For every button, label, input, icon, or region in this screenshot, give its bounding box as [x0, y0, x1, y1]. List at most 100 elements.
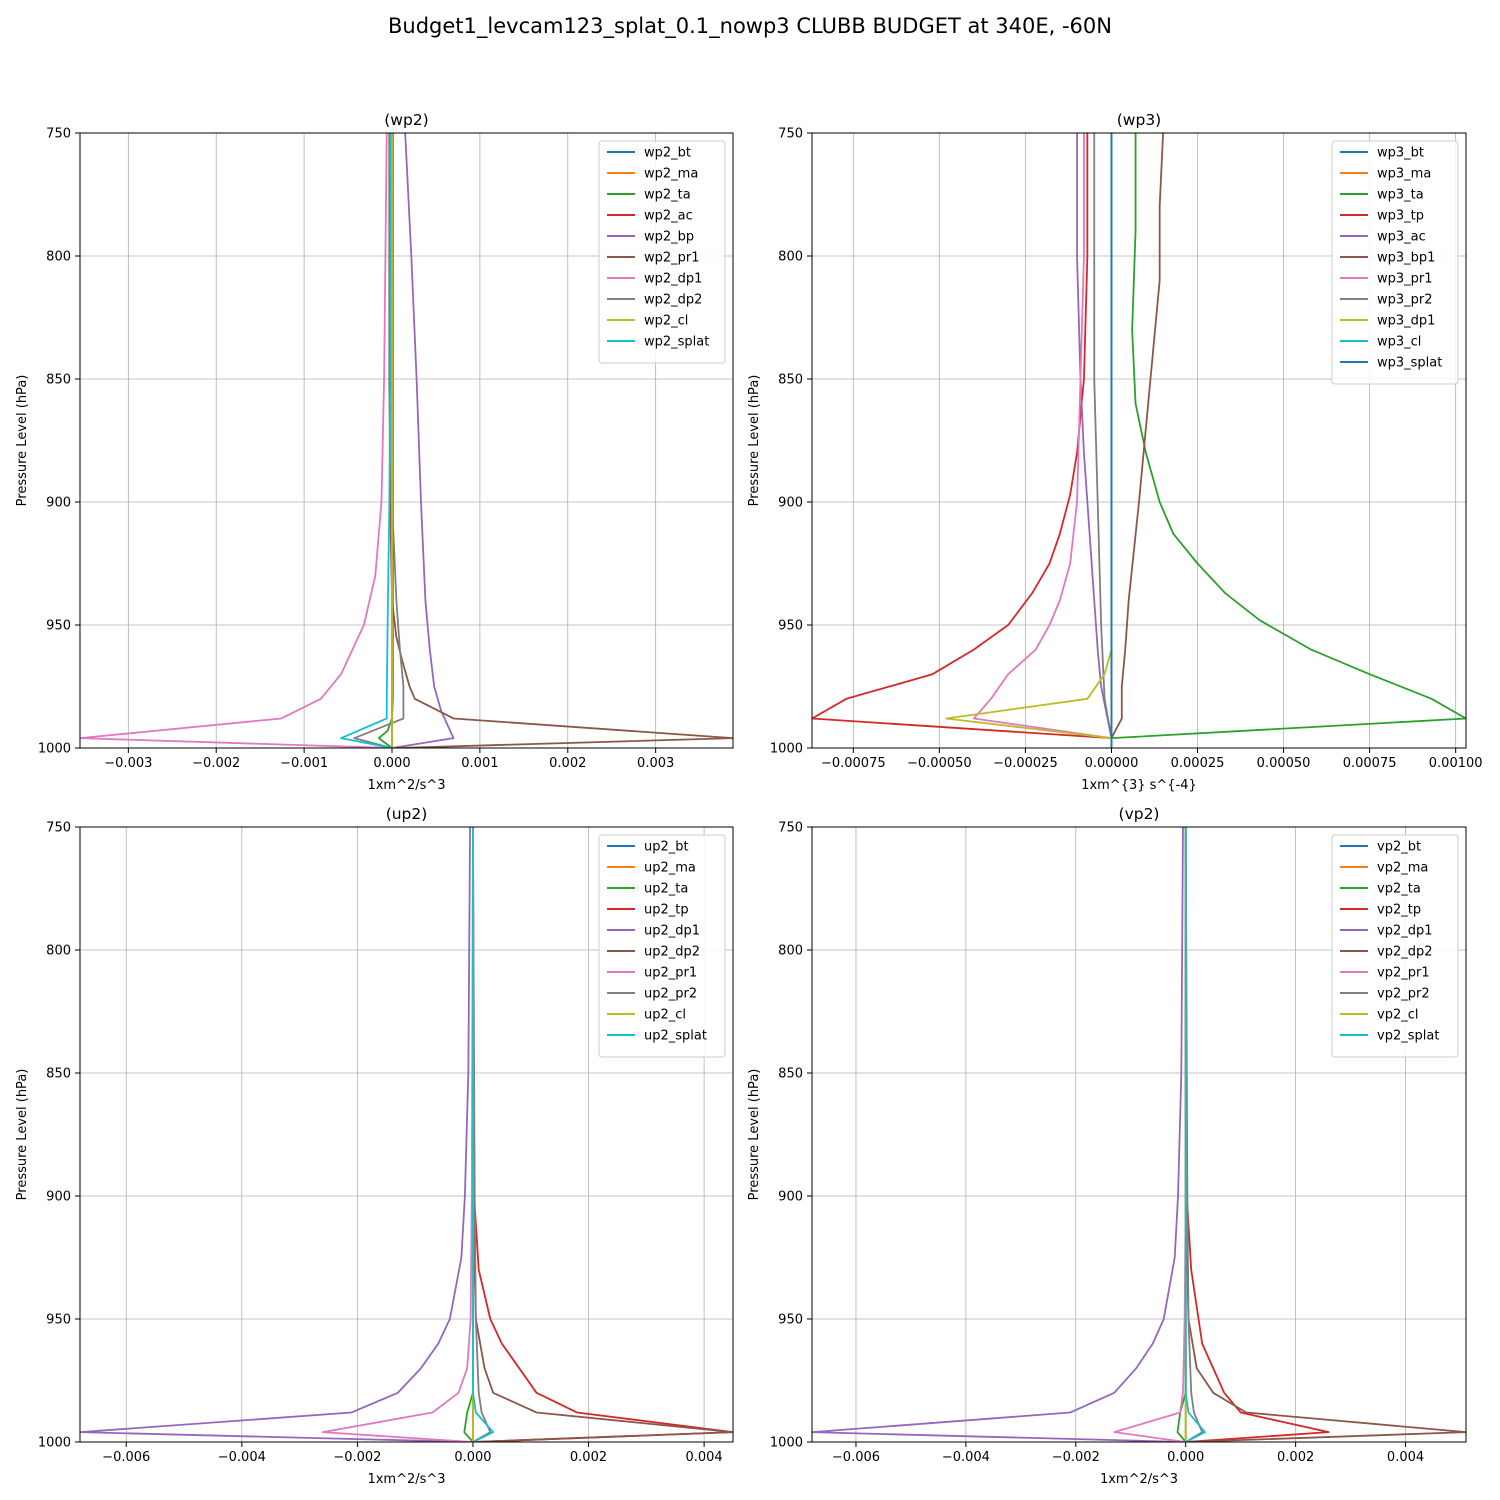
x-tick-label: −0.00050	[907, 756, 972, 771]
legend-box	[598, 140, 726, 364]
x-axis-label: 1xm^2/s^3	[367, 778, 445, 793]
y-axis-label: Pressure Level (hPa)	[15, 1069, 30, 1201]
legend-entry-label: wp2_cl	[644, 314, 688, 329]
y-axis-label: Pressure Level (hPa)	[747, 1069, 762, 1201]
y-tick-label: 750	[778, 821, 803, 836]
chart-panel-1: −0.003 −0.002 −0.001 0.000 0.001 0.002 0.003 75…	[15, 111, 734, 793]
series-line-wp2_dp2	[353, 133, 405, 748]
legend-entry-label: vp2_dp2	[1377, 945, 1433, 960]
y-tick-label: 750	[46, 127, 71, 142]
legend-entry-label: wp3_bt	[1377, 146, 1424, 161]
legend-entry-label: up2_bt	[644, 840, 689, 855]
legend-entry-label: up2_pr1	[644, 966, 697, 981]
y-axis-label: Pressure Level (hPa)	[15, 375, 30, 507]
legend: up2_bt up2_ma up2_ta up2_tp up2_dp1 up2_dp2up…	[598, 834, 726, 1058]
series-line-up2_tp	[472, 827, 733, 1442]
legend-entry-label: up2_ma	[644, 861, 696, 876]
chart-title: (up2)	[386, 805, 428, 823]
legend-entry-label: vp2_ta	[1377, 882, 1421, 897]
legend-entry-label: up2_cl	[644, 1008, 686, 1023]
y-tick-label: 1000	[38, 742, 71, 757]
legend-entry-label: vp2_ma	[1377, 861, 1428, 876]
y-tick-label: 900	[46, 1190, 71, 1205]
legend-entry-label: up2_dp1	[644, 924, 700, 939]
x-tick-label: −0.00075	[821, 756, 886, 771]
x-tick-label: 0.004	[1387, 1450, 1424, 1465]
x-tick-label: −0.002	[1052, 1450, 1100, 1465]
x-axis-label: 1xm^{3} s^{-4}	[1081, 778, 1197, 793]
legend-entry-label: vp2_splat	[1377, 1029, 1439, 1044]
y-tick-label: 900	[46, 496, 71, 511]
y-axis-label: Pressure Level (hPa)	[747, 375, 762, 507]
y-tick-label: 1000	[770, 742, 803, 757]
legend-entry-label: wp3_pr1	[1377, 272, 1433, 287]
x-tick-label: 0.000	[454, 1450, 491, 1465]
legend-entry-label: wp3_tp	[1377, 209, 1424, 224]
y-tick-label: 850	[46, 1067, 71, 1082]
legend-entry-label: wp3_pr2	[1377, 293, 1433, 308]
legend: vp2_bt vp2_ma vp2_ta vp2_tp vp2_dp1 vp2_dp2vp…	[1331, 834, 1459, 1058]
legend-entry-label: wp3_dp1	[1377, 314, 1435, 329]
legend-entry-label: up2_ta	[644, 882, 688, 897]
legend-entry-label: wp3_splat	[1377, 356, 1442, 371]
x-tick-label: 0.00075	[1343, 756, 1397, 771]
legend-entry-label: wp2_splat	[644, 335, 709, 350]
series-line-up2_pr1	[321, 827, 474, 1442]
legend-box	[1331, 834, 1459, 1058]
legend-entry-label: vp2_dp1	[1377, 924, 1433, 939]
legend-entry-label: wp3_ma	[1377, 167, 1431, 182]
figure-title: Budget1_levcam123_splat_0.1_nowp3 CLUBB …	[388, 14, 1112, 38]
y-tick-label: 900	[778, 496, 803, 511]
chart-panel-2: −0.00075 −0.00050 −0.00025 0.00000 0.00025 0.…	[747, 111, 1483, 793]
chart-title: (vp2)	[1119, 805, 1160, 823]
series-line-wp3_ac	[1076, 133, 1113, 739]
x-tick-label: −0.002	[192, 756, 240, 771]
series-line-up2_dp1	[80, 827, 473, 1442]
legend-box	[1331, 140, 1459, 385]
legend-entry-label: vp2_tp	[1377, 903, 1421, 918]
series-line-wp2_bp	[391, 133, 455, 748]
x-tick-label: −0.001	[280, 756, 328, 771]
x-tick-label: 0.004	[685, 1450, 722, 1465]
legend-entry-label: wp3_ac	[1377, 230, 1426, 245]
legend-entry-label: wp2_dp1	[644, 272, 702, 287]
series-line-vp2_dp1	[812, 827, 1186, 1442]
series-line-vp2_splat	[1184, 827, 1206, 1442]
x-tick-label: −0.004	[218, 1450, 266, 1465]
series-line-wp3_pr1	[972, 133, 1112, 740]
legend-entry-label: wp2_dp2	[644, 293, 702, 308]
series-line-up2_pr2	[472, 827, 492, 1442]
y-tick-label: 950	[46, 619, 71, 634]
legend-entry-label: wp2_bt	[644, 146, 691, 161]
series-line-up2_splat	[472, 827, 495, 1442]
series-line-vp2_pr1	[1113, 827, 1187, 1442]
x-tick-label: 0.00100	[1429, 756, 1483, 771]
legend-entry-label: wp2_ac	[644, 209, 693, 224]
legend-entry-label: vp2_cl	[1377, 1008, 1418, 1023]
x-tick-label: 0.002	[570, 1450, 607, 1465]
y-tick-label: 1000	[770, 1436, 803, 1451]
series-line-wp2_dp1	[80, 133, 393, 748]
x-tick-label: 0.000	[1167, 1450, 1204, 1465]
y-tick-label: 950	[778, 1313, 803, 1328]
y-tick-label: 950	[778, 619, 803, 634]
legend-entry-label: wp2_ma	[644, 167, 698, 182]
x-tick-label: 0.000	[373, 756, 410, 771]
x-axis-label: 1xm^2/s^3	[367, 1472, 445, 1487]
legend-entry-label: wp3_cl	[1377, 335, 1421, 350]
legend-entry-label: wp3_bp1	[1377, 251, 1435, 266]
y-tick-label: 1000	[38, 1436, 71, 1451]
x-tick-label: 0.002	[549, 756, 586, 771]
series-line-vp2_tp	[1184, 827, 1330, 1442]
legend-box	[598, 834, 726, 1058]
chart-title: (wp2)	[384, 111, 428, 129]
legend-entry-label: wp3_ta	[1377, 188, 1424, 203]
legend-entry-label: vp2_bt	[1377, 840, 1421, 855]
series-line-wp3_pr2	[1093, 133, 1113, 739]
series-line-wp2_splat	[340, 133, 393, 748]
legend-entry-label: wp2_ta	[644, 188, 691, 203]
y-tick-label: 750	[778, 127, 803, 142]
axes-frame	[811, 132, 1467, 749]
legend-entry-label: up2_splat	[644, 1029, 707, 1044]
